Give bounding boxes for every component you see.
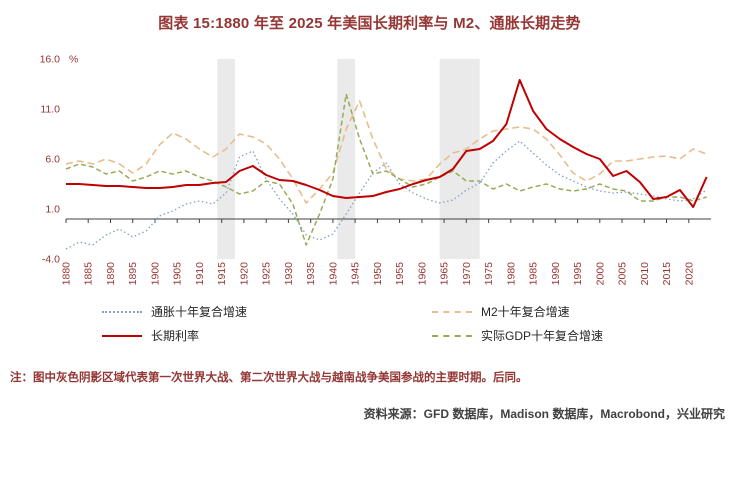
footnote: 注：图中灰色阴影区域代表第一次世界大战、第二次世界大战与越南战争美国参战的主要时…: [10, 372, 528, 384]
x-tick-label: 1960: [416, 262, 428, 286]
x-tick-label: 1905: [172, 262, 184, 286]
x-tick-label: 1965: [439, 262, 451, 286]
legend-swatch-real-gdp-line: [432, 335, 472, 337]
series-inflation-10y-cagr: [65, 140, 707, 250]
y-tick-label: 11.0: [40, 104, 60, 116]
x-tick-label: 1990: [550, 262, 562, 286]
x-tick-label: 1895: [127, 262, 139, 286]
legend-item-long-term-rate: 长期利率: [102, 329, 432, 343]
x-tick-label: 1945: [350, 262, 362, 286]
x-tick-label: 1900: [150, 262, 162, 286]
x-tick-label: 1930: [283, 262, 295, 286]
data-source: 资料来源：GFD 数据库，Madison 数据库，Macrobond，兴业研究: [363, 407, 725, 421]
y-tick-label: 16.0: [40, 54, 61, 66]
x-tick-label: 1910: [194, 262, 206, 286]
legend-swatch-m2-line: [432, 311, 472, 313]
series-m2-10y-cagr: [65, 100, 707, 204]
chart-canvas: 1880 1885 1890 1895 1900 1905 1910 1915 1920 1925…: [40, 54, 711, 286]
y-tick-label: 6.0: [45, 154, 60, 166]
x-tick-label: 1940: [327, 262, 339, 286]
legend-item-real-gdp: 实际GDP十年复合增速: [432, 329, 739, 343]
x-tick-label: 1995: [572, 262, 584, 286]
chart-title: 图表 15:1880 年至 2025 年美国长期利率与 M2、通胀长期走势: [158, 15, 581, 32]
legend-label-inflation: 通胀十年复合增速: [151, 305, 248, 319]
x-tick-label: 1880: [61, 262, 73, 286]
y-tick-label: -4.0: [42, 254, 60, 266]
series-long-term-rate: [66, 79, 708, 208]
x-tick-label: 2015: [661, 262, 673, 286]
x-tick-label: 1890: [105, 262, 117, 286]
legend-label-m2: M2十年复合增速: [481, 305, 570, 319]
x-tick-label: 2010: [639, 262, 651, 286]
legend-swatch-long-term-rate-line: [102, 335, 142, 337]
x-tick-label: 1985: [528, 262, 540, 286]
x-tick-label: 1950: [372, 262, 384, 286]
x-tick-label: 2005: [617, 262, 629, 286]
x-tick-label: 1920: [238, 262, 250, 286]
chart-area: 1880 1885 1890 1895 1900 1905 1910 1915 1920 1925…: [0, 47, 739, 293]
legend-swatch-inflation-line: [102, 311, 142, 313]
x-tick-label: 1885: [83, 262, 95, 286]
legend-item-inflation: 通胀十年复合增速: [102, 305, 432, 319]
x-tick-label: 1980: [505, 262, 517, 286]
chart-legend: 通胀十年复合增速 M2十年复合增速 长期利率 实际GDP十年复合增速: [102, 305, 739, 343]
war-shading-band: [217, 59, 235, 259]
x-tick-label: 1925: [261, 262, 273, 286]
war-shading-band: [337, 59, 356, 259]
x-tick-label: 2020: [683, 262, 695, 286]
x-tick-label: 1970: [461, 262, 473, 286]
x-tick-label: 1935: [305, 262, 317, 286]
x-tick-label: 2000: [594, 262, 606, 286]
y-axis-unit: %: [69, 54, 78, 66]
series-real-gdp-10y-cagr: [65, 93, 707, 246]
x-tick-label: 1975: [483, 262, 495, 286]
x-tick-label: 1915: [216, 262, 228, 286]
y-tick-label: 1.0: [45, 204, 60, 216]
figure: 图表 15:1880 年至 2025 年美国长期利率与 M2、通胀长期走势 18…: [0, 12, 739, 485]
legend-label-real-gdp: 实际GDP十年复合增速: [481, 329, 604, 343]
legend-item-m2: M2十年复合增速: [432, 305, 739, 319]
legend-label-long-term-rate: 长期利率: [151, 329, 200, 343]
x-tick-label: 1955: [394, 262, 406, 286]
